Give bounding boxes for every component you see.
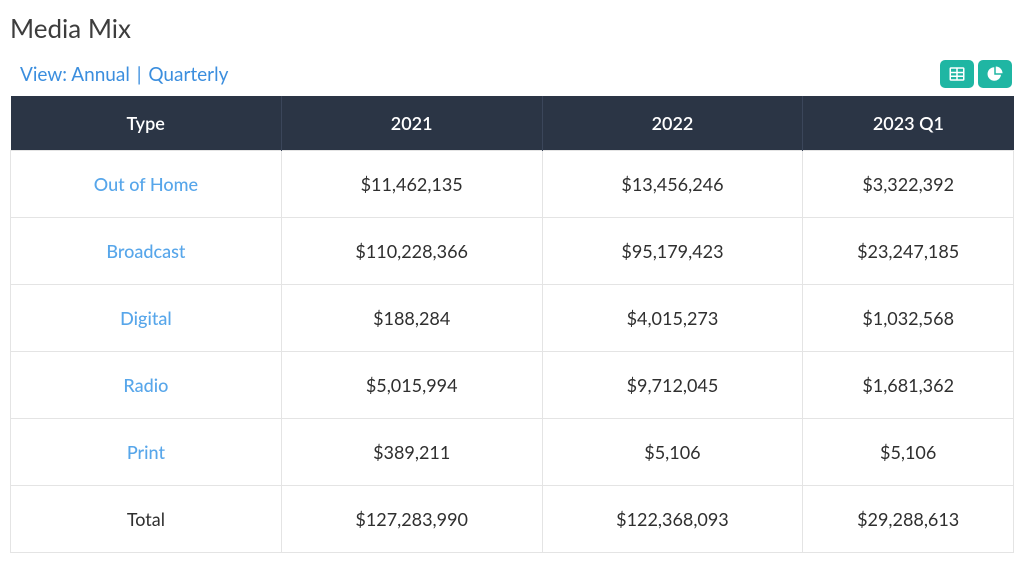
- type-link-out-of-home[interactable]: Out of Home: [94, 173, 198, 195]
- type-link-radio[interactable]: Radio: [123, 374, 168, 396]
- view-toggles: [940, 60, 1012, 88]
- cell-value: $4,015,273: [542, 285, 803, 352]
- table-header-row: Type 2021 2022 2023 Q1: [11, 96, 1014, 151]
- cell-value: $110,228,366: [281, 218, 542, 285]
- page-title: Media Mix: [10, 12, 1014, 44]
- col-header-type: Type: [11, 96, 282, 151]
- col-header-2021: 2021: [281, 96, 542, 151]
- cell-value: $13,456,246: [542, 151, 803, 218]
- cell-value: $1,681,362: [803, 352, 1014, 419]
- cell-value: $389,211: [281, 419, 542, 486]
- table-row: Radio $5,015,994 $9,712,045 $1,681,362: [11, 352, 1014, 419]
- table-view-button[interactable]: [940, 60, 974, 88]
- pie-chart-icon: [986, 65, 1004, 83]
- cell-value: $23,247,185: [803, 218, 1014, 285]
- controls-row: View: Annual | Quarterly: [10, 60, 1014, 92]
- cell-value: $188,284: [281, 285, 542, 352]
- view-switch-label: View:: [20, 63, 67, 86]
- media-mix-table: Type 2021 2022 2023 Q1 Out of Home $11,4…: [10, 96, 1014, 553]
- table-row-total: Total $127,283,990 $122,368,093 $29,288,…: [11, 486, 1014, 553]
- cell-value: $127,283,990: [281, 486, 542, 553]
- col-header-2023q1: 2023 Q1: [803, 96, 1014, 151]
- table-row: Out of Home $11,462,135 $13,456,246 $3,3…: [11, 151, 1014, 218]
- cell-value: $95,179,423: [542, 218, 803, 285]
- type-link-digital[interactable]: Digital: [120, 307, 172, 329]
- table-row: Digital $188,284 $4,015,273 $1,032,568: [11, 285, 1014, 352]
- type-link-broadcast[interactable]: Broadcast: [106, 240, 185, 262]
- chart-view-button[interactable]: [978, 60, 1012, 88]
- cell-value: $3,322,392: [803, 151, 1014, 218]
- type-total-label: Total: [11, 486, 282, 553]
- view-quarterly-link[interactable]: Quarterly: [148, 63, 228, 86]
- cell-value: $5,015,994: [281, 352, 542, 419]
- table-icon: [948, 65, 966, 83]
- cell-value: $29,288,613: [803, 486, 1014, 553]
- view-switch: View: Annual | Quarterly: [20, 63, 228, 86]
- table-row: Broadcast $110,228,366 $95,179,423 $23,2…: [11, 218, 1014, 285]
- table-row: Print $389,211 $5,106 $5,106: [11, 419, 1014, 486]
- cell-value: $11,462,135: [281, 151, 542, 218]
- view-switch-separator: |: [135, 63, 144, 86]
- cell-value: $122,368,093: [542, 486, 803, 553]
- cell-value: $5,106: [803, 419, 1014, 486]
- cell-value: $1,032,568: [803, 285, 1014, 352]
- view-annual-link[interactable]: Annual: [71, 63, 130, 86]
- cell-value: $5,106: [542, 419, 803, 486]
- type-link-print[interactable]: Print: [127, 441, 165, 463]
- col-header-2022: 2022: [542, 96, 803, 151]
- cell-value: $9,712,045: [542, 352, 803, 419]
